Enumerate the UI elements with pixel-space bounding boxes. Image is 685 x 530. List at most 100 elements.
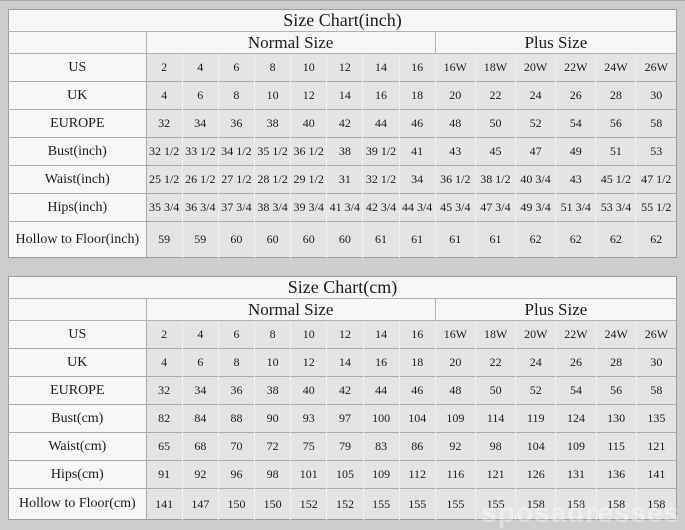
- size-cell: 10: [253, 81, 291, 110]
- size-cell: 121: [635, 432, 677, 461]
- size-cell: 60: [290, 221, 327, 258]
- table-body: US 2 4 6 8 10 12 14 16 16W 18W 20W 22W 24W 26W UK 4 6 8 10 1…: [8, 53, 677, 258]
- size-cell: 12: [290, 81, 327, 110]
- size-cell: 16: [362, 348, 400, 377]
- size-cell: 158: [595, 488, 637, 520]
- size-cell: 31: [326, 165, 363, 194]
- size-cell: 115: [595, 432, 637, 461]
- table-row: Hollow to Floor(cm) 141 147 150 150 152 152 155…: [8, 488, 677, 520]
- size-cell: 135: [635, 404, 677, 433]
- size-cell: 18: [398, 81, 436, 110]
- size-cell: 50: [474, 109, 516, 138]
- size-cell: 60: [217, 221, 255, 258]
- normal-size-header: Normal Size: [145, 31, 436, 54]
- size-cell: 43: [434, 137, 476, 166]
- size-cell: 4: [181, 53, 219, 82]
- size-cell: 39 3/4: [290, 193, 327, 222]
- size-cell: 98: [475, 432, 516, 461]
- size-cell: 54: [555, 376, 597, 405]
- row-label: EUROPE: [8, 376, 147, 405]
- size-cell: 59: [181, 221, 219, 258]
- corner-cell: [8, 298, 147, 321]
- size-cell: 112: [398, 460, 436, 489]
- size-cell: 38 1/2: [474, 165, 516, 194]
- size-cell: 48: [434, 376, 476, 405]
- row-label: EUROPE: [8, 109, 147, 138]
- size-cell: 44: [362, 109, 400, 138]
- size-cell: 152: [326, 488, 364, 520]
- size-cell: 83: [362, 432, 400, 461]
- size-cell: 4: [181, 320, 219, 349]
- size-cell: 62: [635, 221, 677, 258]
- size-cell: 59: [145, 221, 183, 258]
- row-label: Waist(cm): [8, 432, 147, 461]
- size-cell: 20W: [515, 53, 556, 82]
- size-cell: 36 1/2: [434, 165, 476, 194]
- size-cell: 96: [217, 460, 255, 489]
- size-cell: 158: [555, 488, 597, 520]
- size-cell: 12: [326, 53, 363, 82]
- size-cell: 55 1/2: [635, 193, 677, 222]
- size-cell: 147: [181, 488, 219, 520]
- size-cell: 44 3/4: [398, 193, 436, 222]
- size-cell: 16: [398, 53, 436, 82]
- size-cell: 109: [434, 404, 476, 433]
- size-cell: 52: [515, 376, 556, 405]
- size-cell: 109: [555, 432, 597, 461]
- size-cell: 51: [595, 137, 636, 166]
- size-cell: 32: [145, 109, 183, 138]
- table-row: UK 4 6 8 10 12 14 16 18 20 22 24 26 28 30: [8, 348, 677, 377]
- size-cell: 18W: [474, 53, 516, 82]
- table-row: EUROPE 32 34 36 38 40 42 44 46 48 50 52 54 56 58: [8, 376, 677, 405]
- size-cell: 41: [398, 137, 436, 166]
- size-cell: 40: [290, 109, 327, 138]
- table-row: Hips(inch) 35 3/4 36 3/4 37 3/4 38 3/4 39 3/4…: [8, 193, 677, 222]
- size-cell: 49: [555, 137, 596, 166]
- size-cell: 8: [254, 320, 291, 349]
- size-cell: 60: [326, 221, 363, 258]
- size-cell: 56: [595, 109, 636, 138]
- size-cell: 33 1/2: [181, 137, 219, 166]
- size-cell: 49 3/4: [515, 193, 556, 222]
- table-row: EUROPE 32 34 36 38 40 42 44 46 48 50 52 54 56 58: [8, 109, 677, 138]
- size-cell: 8: [253, 53, 291, 82]
- title-row: Size Chart(inch): [8, 9, 677, 32]
- size-cell: 27 1/2: [217, 165, 255, 194]
- size-cell: 34: [181, 109, 219, 138]
- size-cell: 42: [326, 109, 363, 138]
- size-cell: 32 1/2: [145, 137, 183, 166]
- size-cell: 18: [398, 348, 436, 377]
- size-cell: 8: [217, 81, 255, 110]
- size-cell: 16: [398, 320, 436, 349]
- size-cell: 10: [254, 348, 291, 377]
- table-row: Hollow to Floor(inch) 59 59 60 60 60 60 61 61 61 6…: [8, 221, 677, 258]
- table-header: Size Chart(inch) Normal Size Plus Size: [8, 9, 677, 54]
- size-cell: 45 3/4: [434, 193, 476, 222]
- size-cell: 2: [145, 320, 183, 349]
- size-cell: 150: [217, 488, 255, 520]
- size-cell: 14: [362, 320, 400, 349]
- size-cell: 104: [515, 432, 556, 461]
- size-cell: 6: [217, 53, 255, 82]
- size-cell: 20: [434, 348, 476, 377]
- row-label: UK: [8, 348, 147, 377]
- size-cell: 114: [475, 404, 516, 433]
- row-label: Waist(inch): [8, 165, 147, 194]
- size-cell: 4: [145, 81, 183, 110]
- size-cell: 141: [145, 488, 183, 520]
- size-cell: 90: [254, 404, 291, 433]
- size-cell: 62: [515, 221, 556, 258]
- size-cell: 26W: [635, 320, 677, 349]
- table-header: Size Chart(cm) Normal Size Plus Size: [8, 276, 677, 321]
- size-cell: 25 1/2: [145, 165, 183, 194]
- size-cell: 22: [475, 348, 516, 377]
- table-row: Hips(cm) 91 92 96 98 101 105 109 112 116 121 126 131…: [8, 460, 677, 489]
- size-cell: 16W: [434, 53, 476, 82]
- size-cell: 14: [362, 53, 400, 82]
- table-row: UK 4 6 8 10 12 14 16 18 20 22 24 26 28 30: [8, 81, 677, 110]
- size-cell: 38: [254, 376, 291, 405]
- size-cell: 152: [290, 488, 327, 520]
- size-cell: 26W: [635, 53, 677, 82]
- size-cell: 61: [474, 221, 516, 258]
- group-header-row: Normal Size Plus Size: [8, 298, 677, 321]
